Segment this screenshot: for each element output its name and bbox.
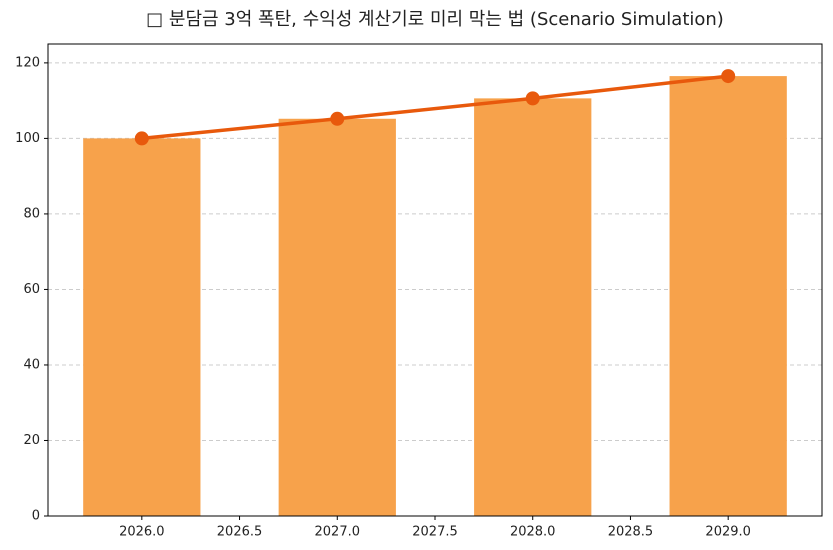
bar — [278, 118, 396, 516]
x-tick-label: 2028.5 — [608, 525, 654, 540]
y-tick-label: 120 — [15, 55, 40, 70]
line-marker — [134, 131, 149, 146]
x-tick-label: 2027.0 — [315, 525, 361, 540]
y-tick-label: 20 — [23, 433, 40, 448]
plot-frame — [47, 43, 823, 517]
y-tick-label: 0 — [32, 509, 40, 524]
line — [141, 74, 729, 141]
bar — [83, 138, 201, 516]
chart-title: □ 분담금 3억 폭탄, 수익성 계산기로 미리 막는 법 (Scenario … — [146, 9, 724, 30]
x-tick-label: 2026.5 — [217, 525, 263, 540]
y-tick-label: 100 — [15, 131, 40, 146]
x-tick-label: 2028.0 — [510, 525, 556, 540]
line-marker — [525, 91, 540, 106]
y-tick-label: 80 — [23, 206, 40, 221]
y-tick-label: 40 — [23, 357, 40, 372]
y-tick-label: 60 — [23, 282, 40, 297]
bar — [474, 98, 592, 517]
x-tick-label: 2027.5 — [412, 525, 458, 540]
x-tick-label: 2026.0 — [119, 525, 165, 540]
line-marker — [330, 111, 345, 126]
line-marker — [721, 69, 736, 84]
bar — [669, 76, 787, 516]
x-tick-label: 2029.0 — [705, 525, 751, 540]
